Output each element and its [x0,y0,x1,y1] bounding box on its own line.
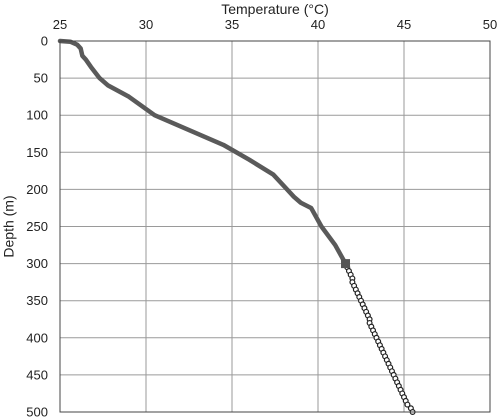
y-tick-label: 50 [34,71,48,86]
temperature-profile-line [57,38,348,266]
y-tick-label: 150 [26,145,48,160]
y-tick-label: 500 [26,405,48,419]
y-axis-title: Depth (m) [1,195,17,257]
y-tick-labels: 0 50 100 150 200 250 300 350 400 450 500 [26,34,48,419]
x-tick-label: 50 [483,17,497,32]
x-tick-label: 40 [311,17,325,32]
y-tick-label: 0 [41,34,48,49]
y-tick-label: 350 [26,293,48,308]
x-tick-labels: 25 30 35 40 45 50 [53,17,497,32]
y-tick-label: 300 [26,256,48,271]
extrapolated-data-point [404,401,411,408]
x-axis-title: Temperature (°C) [221,1,329,17]
x-tick-label: 45 [397,17,411,32]
y-tick-label: 400 [26,330,48,345]
x-tick-label: 35 [225,17,239,32]
y-tick-label: 450 [26,367,48,382]
y-tick-label: 250 [26,219,48,234]
series-layer [57,38,416,416]
x-tick-label: 30 [139,17,153,32]
x-tick-label: 25 [53,17,67,32]
y-tick-label: 100 [26,108,48,123]
y-tick-label: 200 [26,182,48,197]
plot-frame [59,40,491,413]
junction-square-marker [341,259,351,269]
gridlines [60,41,490,412]
